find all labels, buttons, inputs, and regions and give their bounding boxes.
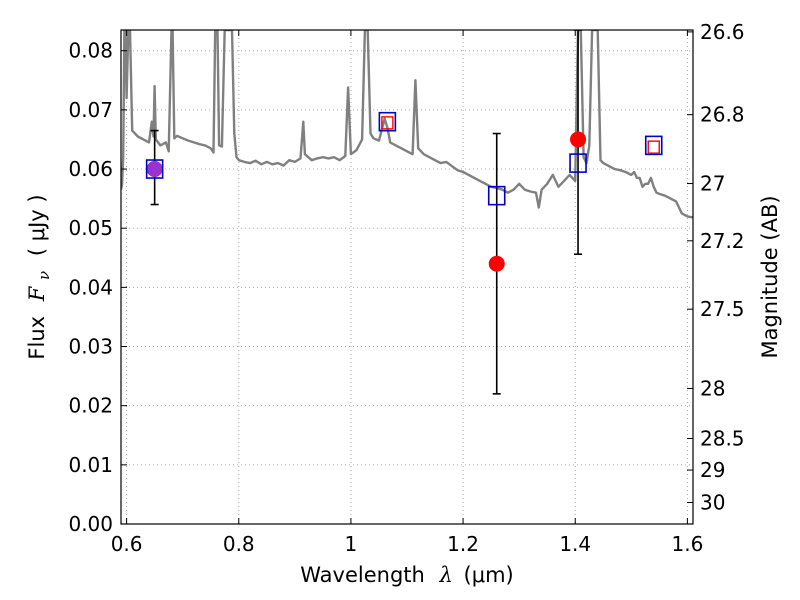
y-axis-label-text: Flux — [25, 316, 49, 360]
axis-ticks — [121, 30, 693, 525]
y2-tick-label: 28 — [700, 376, 725, 400]
y-axis-label-unit: ( μJy ) — [25, 194, 49, 256]
model-point — [378, 111, 397, 132]
y-tick-label: 0.07 — [68, 98, 113, 122]
spectrum-line — [121, 30, 693, 219]
x-axis-label-unit: (μm) — [464, 563, 514, 587]
y2-tick-label: 27.2 — [700, 229, 745, 253]
y-tick-label: 0.04 — [68, 275, 113, 299]
model-point — [487, 185, 506, 206]
model-point — [644, 135, 663, 156]
y2-tick-label: 26.8 — [700, 103, 745, 127]
y-tick-label: 0.06 — [68, 157, 113, 181]
x-tick-label: 1.2 — [447, 532, 479, 556]
y-tick-label: 0.05 — [68, 216, 113, 240]
plot-frame — [120, 29, 694, 525]
x-tick-label: 1.6 — [671, 532, 703, 556]
y-tick-label: 0.02 — [68, 394, 113, 418]
x-axis-label-symbol: λ — [439, 563, 453, 587]
model-point-inner — [381, 116, 394, 130]
x-tick-label: 1.4 — [559, 532, 591, 556]
y-axis-label: Flux F ν ( μJy ) — [25, 194, 54, 359]
y2-tick-labels: 26.6 26.8 27 27.2 27.5 28 28.5 29 30 — [700, 20, 745, 515]
x-tick-label: 0.6 — [111, 532, 143, 556]
y2-axis-label: Magnitude (AB) — [758, 195, 782, 358]
observed-points — [146, 131, 587, 272]
y-tick-label: 0.00 — [68, 512, 113, 536]
observed-point — [488, 255, 505, 272]
x-tick-label: 0.8 — [223, 532, 255, 556]
model-point — [569, 153, 587, 173]
x-tick-labels: 0.6 0.8 1 1.2 1.4 1.6 — [111, 532, 704, 556]
y2-tick-label: 28.5 — [700, 426, 745, 450]
spectrum-series — [121, 30, 693, 219]
y-tick-label: 0.03 — [68, 335, 113, 359]
y-tick-label: 0.01 — [68, 453, 113, 477]
y2-tick-label: 26.6 — [700, 20, 745, 44]
y2-tick-label: 29 — [700, 458, 725, 482]
y-axis-label-subscript: ν — [35, 271, 53, 280]
y-tick-label: 0.08 — [68, 39, 113, 63]
x-axis-label-text: Wavelength — [300, 563, 425, 587]
model-points — [145, 111, 663, 206]
x-axis-label: Wavelength λ (μm) — [300, 563, 513, 587]
y2-tick-label: 30 — [700, 491, 725, 515]
model-point — [145, 159, 164, 179]
model-point-inner — [647, 140, 660, 154]
y-axis-label-symbol: F — [25, 285, 49, 302]
y2-tick-label: 27.5 — [700, 297, 745, 321]
x-tick-label: 1 — [345, 532, 358, 556]
observed-point — [570, 131, 587, 148]
y-tick-labels: 0.00 0.01 0.02 0.03 0.04 0.05 0.06 0.07 0.08 — [68, 39, 113, 536]
overlap-point — [146, 161, 163, 178]
y2-tick-label: 27 — [700, 172, 725, 196]
